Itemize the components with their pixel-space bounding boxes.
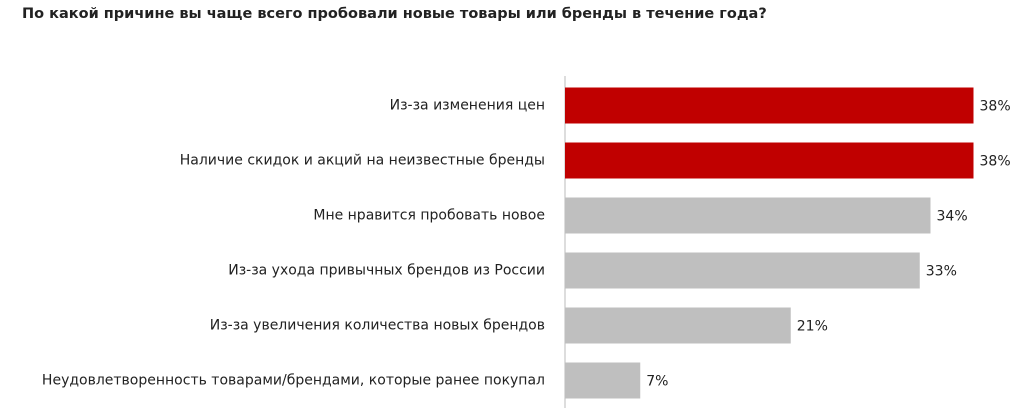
bar: [565, 362, 641, 399]
bar: [565, 197, 931, 234]
bar: [565, 307, 791, 344]
value-label: 33%: [926, 264, 957, 280]
category-label: Мне нравится пробовать новое: [313, 208, 545, 224]
value-label: 38%: [980, 99, 1011, 115]
value-label: 21%: [797, 319, 828, 335]
bar: [565, 142, 974, 179]
category-label: Из-за изменения цен: [390, 98, 545, 114]
chart-title: По какой причине вы чаще всего пробовали…: [22, 6, 767, 22]
category-label: Наличие скидок и акций на неизвестные бр…: [180, 153, 545, 169]
category-label: Из-за ухода привычных брендов из России: [228, 263, 545, 279]
category-label: Из-за увеличения количества новых брендо…: [210, 318, 545, 334]
category-label: Неудовлетворенность товарами/брендами, к…: [42, 373, 545, 389]
bar: [565, 252, 920, 289]
value-label: 34%: [937, 209, 968, 225]
value-label: 7%: [646, 374, 668, 390]
value-label: 38%: [980, 154, 1011, 170]
bar: [565, 87, 974, 124]
